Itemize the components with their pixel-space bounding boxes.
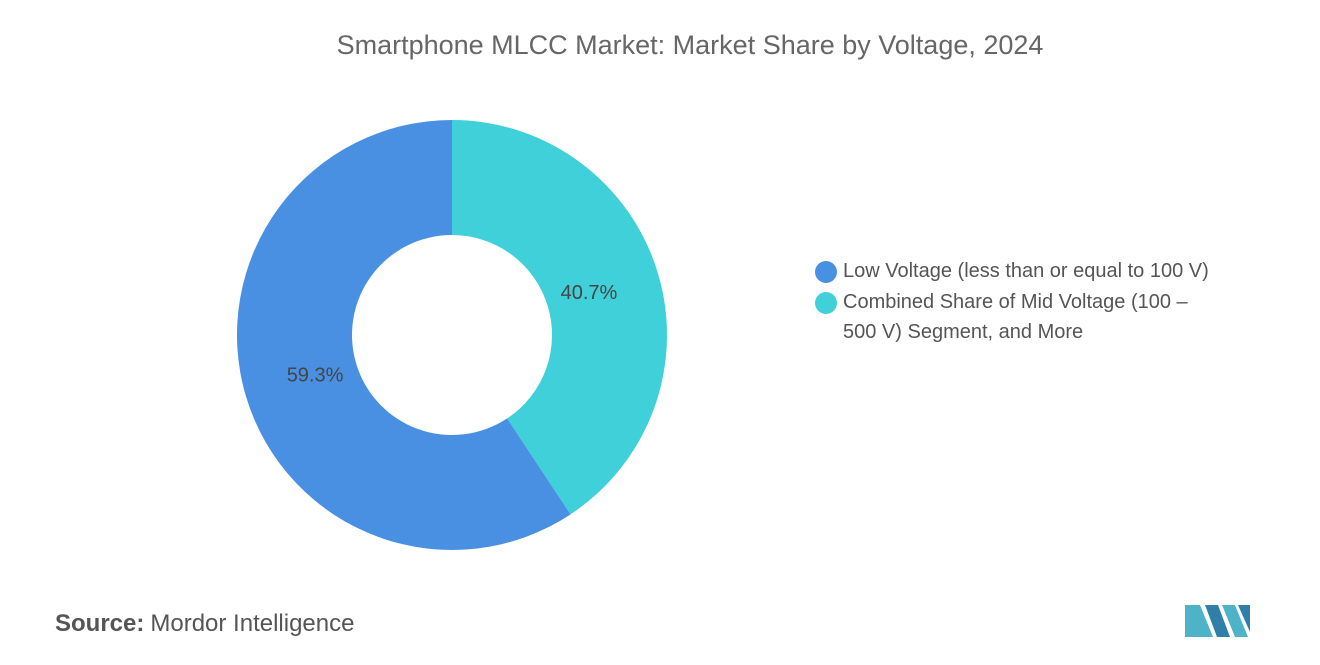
source: Source: Mordor Intelligence (55, 610, 354, 638)
legend-swatch (815, 292, 837, 314)
legend-label: Low Voltage (less than or equal to 100 V… (843, 260, 1209, 282)
logo (1185, 605, 1250, 637)
legend-item: Low Voltage (less than or equal to 100 V… (815, 256, 1225, 286)
slice (236, 120, 571, 550)
value-label: 40.7% (561, 282, 618, 304)
legend-item: Combined Share of Mid Voltage (100 – 500… (815, 287, 1225, 347)
source-label: Source: (55, 610, 145, 637)
chart-title: Smartphone MLCC Market: Market Share by … (336, 30, 1044, 60)
legend-swatch (815, 261, 837, 283)
legend: Low Voltage (less than or equal to 100 V… (815, 256, 1225, 348)
value-label: 59.3% (287, 364, 344, 386)
slice (452, 120, 667, 515)
source-text: Mordor Intelligence (150, 610, 355, 637)
legend-label: Combined Share of Mid Voltage (100 – 500… (843, 291, 1188, 343)
